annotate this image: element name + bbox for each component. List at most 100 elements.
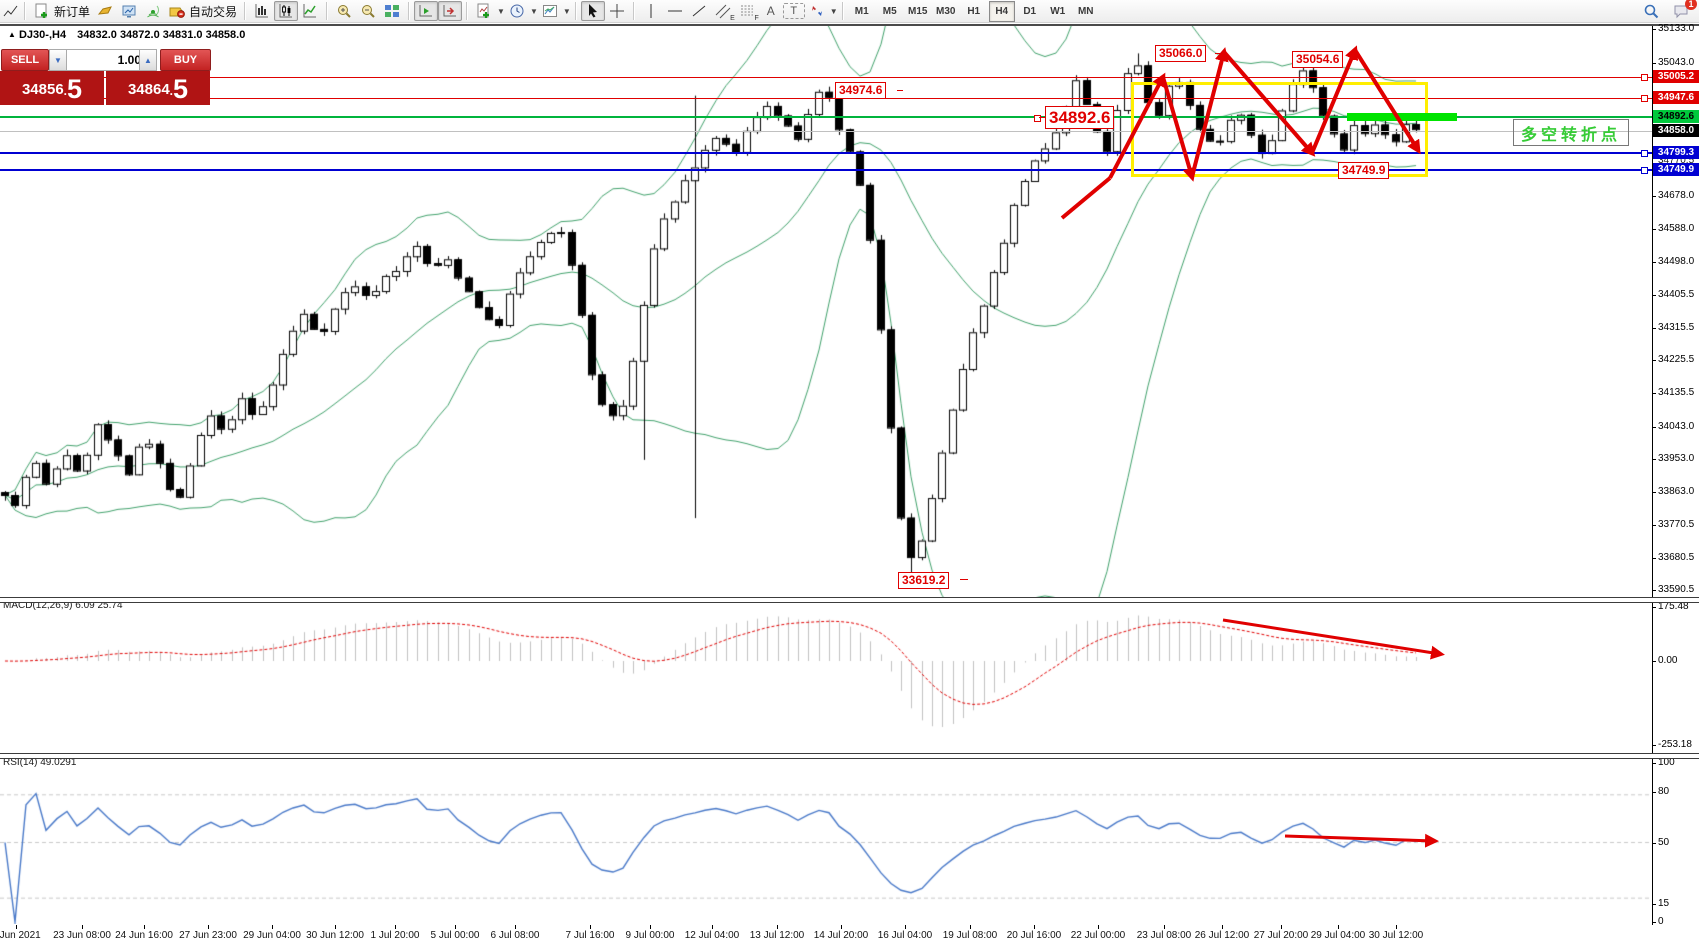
- hline-anchor-34799.3[interactable]: [1641, 150, 1648, 157]
- rsi-pane-separator[interactable]: [0, 753, 1699, 759]
- notification-icon[interactable]: 1: [1669, 0, 1697, 21]
- candlestick-chart-icon[interactable]: [274, 1, 299, 21]
- signals-icon[interactable]: [141, 1, 165, 21]
- hline-35005.2[interactable]: [0, 76, 1652, 78]
- price-label-34892[interactable]: 34892.6: [1045, 106, 1115, 129]
- time-tickmark: [905, 925, 906, 929]
- sell-button[interactable]: SELL: [1, 49, 49, 71]
- hline-anchor-34749.9[interactable]: [1641, 167, 1648, 174]
- sell-price-dot: .: [63, 84, 68, 98]
- macd-pane-canvas[interactable]: [0, 601, 1652, 752]
- rsi-pane-canvas[interactable]: [0, 757, 1652, 924]
- arrows-icon[interactable]: [805, 1, 829, 21]
- price-tick-34588.0: 34588.0: [1658, 223, 1695, 234]
- buy-button[interactable]: BUY: [160, 49, 211, 71]
- tile-windows-icon[interactable]: [380, 1, 404, 21]
- price-tickmark: [1652, 427, 1656, 428]
- rsi-tick-15: 15: [1658, 898, 1670, 909]
- price-chip-34799.3: 34799.3: [1653, 146, 1699, 159]
- time-label: 13 Jul 12:00: [749, 930, 805, 941]
- crosshair-icon[interactable]: [605, 1, 629, 21]
- price-tick-34405.5: 34405.5: [1658, 289, 1695, 300]
- toolbar-separator: [408, 2, 411, 20]
- price-label-35066[interactable]: 35066.0: [1155, 45, 1207, 62]
- time-tickmark: [1281, 925, 1282, 929]
- green-thick-trendline-object[interactable]: [1347, 113, 1457, 121]
- time-label: 2 Jun 2021: [0, 930, 41, 941]
- timeframe-D1[interactable]: D1: [1023, 5, 1037, 17]
- time-label: 7 Jul 16:00: [565, 930, 615, 941]
- templates-icon[interactable]: [538, 1, 562, 21]
- trendline-icon[interactable]: [687, 1, 711, 21]
- search-icon[interactable]: [1639, 1, 1663, 21]
- timeframe-W1[interactable]: W1: [1050, 5, 1066, 17]
- cursor-icon[interactable]: [580, 1, 605, 21]
- zoom-in-icon[interactable]: [332, 1, 356, 21]
- new-order-button[interactable]: 新订单: [30, 0, 93, 22]
- price-label-35054[interactable]: 35054.6: [1292, 51, 1344, 68]
- price-tick-33953.0: 33953.0: [1658, 453, 1695, 464]
- arrows-dropdown-arrow[interactable]: ▼: [829, 6, 838, 16]
- price-label-34749[interactable]: 34749.9: [1338, 162, 1390, 179]
- hline-34749.9[interactable]: [0, 169, 1652, 171]
- hline-34799.3[interactable]: [0, 152, 1652, 154]
- text-label-icon[interactable]: T: [782, 3, 805, 19]
- hline-34947.6[interactable]: [0, 97, 1652, 99]
- volume-down-button[interactable]: ▼: [49, 49, 67, 71]
- zoom-out-icon[interactable]: [356, 1, 380, 21]
- line-chart-icon[interactable]: [298, 1, 322, 21]
- equidistant-channel-icon[interactable]: E: [711, 1, 735, 22]
- macd-tick-0.00: 0.00: [1658, 655, 1678, 666]
- ohlc-values: 34832.0 34872.0 34831.0 34858.0: [77, 29, 246, 41]
- periods-dropdown-arrow[interactable]: ▼: [529, 6, 538, 16]
- hline-34858.0[interactable]: [0, 130, 1652, 132]
- volume-input[interactable]: [66, 49, 146, 71]
- price-label-34974[interactable]: 34974.6: [835, 82, 887, 99]
- hline-anchor-35005.2[interactable]: [1641, 74, 1648, 81]
- buy-price-dot: .: [169, 84, 174, 98]
- turning-point-note[interactable]: 多空转折点: [1513, 119, 1629, 146]
- price-tick-33590.5: 33590.5: [1658, 584, 1695, 595]
- macd-pane-separator[interactable]: [0, 597, 1699, 603]
- price-tick-34315.5: 34315.5: [1658, 322, 1695, 333]
- timeframe-M30[interactable]: M30: [935, 5, 956, 17]
- sell-price-display[interactable]: 34856 . 5: [0, 71, 104, 105]
- hline-34892.6[interactable]: [0, 116, 1652, 118]
- chart-shift-icon[interactable]: [438, 1, 463, 21]
- periods-clock-icon[interactable]: [505, 1, 529, 21]
- time-tickmark: [82, 925, 83, 929]
- time-label: 23 Jun 08:00: [53, 930, 111, 941]
- market-watch-icon[interactable]: [93, 1, 117, 21]
- buy-price-display[interactable]: 34864 . 5: [106, 71, 210, 105]
- rsi-tickmark: [1652, 792, 1656, 793]
- vertical-line-icon[interactable]: [639, 1, 663, 21]
- price-tick-34498.0: 34498.0: [1658, 256, 1695, 267]
- timeframe-M15[interactable]: M15: [907, 5, 928, 17]
- auto-scroll-icon[interactable]: [414, 1, 439, 21]
- price-tick-35133.0: 35133.0: [1658, 23, 1695, 34]
- timeframe-H1[interactable]: H1: [967, 5, 981, 17]
- indicators-icon[interactable]: [472, 1, 496, 21]
- label-connector: [1215, 53, 1221, 54]
- time-tickmark: [208, 925, 209, 929]
- mini-chart-icon[interactable]: [2, 2, 20, 20]
- templates-dropdown-arrow[interactable]: ▼: [562, 6, 571, 16]
- bar-chart-icon[interactable]: [250, 1, 274, 21]
- price-label-33619[interactable]: 33619.2: [898, 572, 950, 589]
- auto-trading-label: 自动交易: [189, 4, 238, 19]
- timeframe-M5[interactable]: M5: [882, 5, 897, 17]
- hline-anchor-34947.6[interactable]: [1641, 95, 1648, 102]
- volume-up-button[interactable]: ▲: [139, 49, 157, 71]
- macd-label: MACD(12,26,9) 6.09 25.74: [3, 600, 123, 611]
- navigator-icon[interactable]: [117, 1, 141, 21]
- time-label: 26 Jul 12:00: [1194, 930, 1250, 941]
- timeframe-H4[interactable]: H4: [988, 0, 1015, 22]
- text-icon[interactable]: A: [766, 4, 775, 18]
- auto-trading-button[interactable]: 自动交易: [165, 0, 240, 22]
- horizontal-line-icon[interactable]: [663, 1, 687, 21]
- timeframe-M1[interactable]: M1: [854, 5, 869, 17]
- timeframe-MN[interactable]: MN: [1077, 5, 1094, 17]
- indicators-dropdown-arrow[interactable]: ▼: [497, 6, 505, 16]
- fibonacci-icon[interactable]: F: [735, 1, 759, 22]
- price-chip-34947.6: 34947.6: [1653, 91, 1699, 104]
